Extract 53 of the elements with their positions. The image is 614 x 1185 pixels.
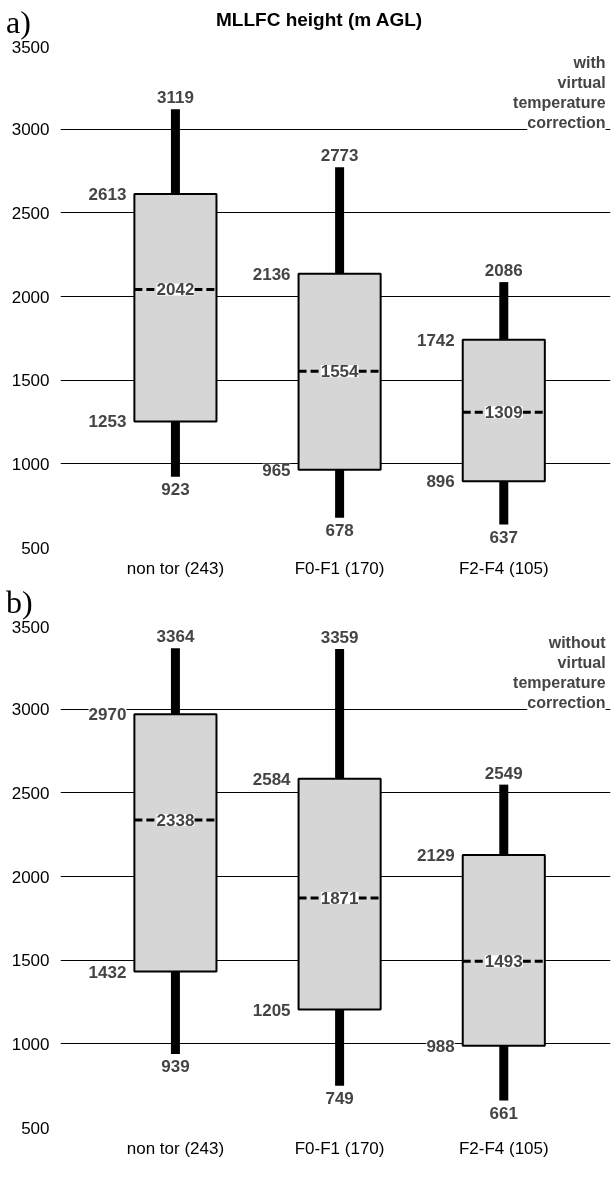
annotation: 988: [426, 1036, 455, 1056]
annotation: 1493: [484, 952, 523, 972]
x-tick-label: non tor (243): [126, 558, 225, 578]
annotation: 1309: [484, 403, 523, 423]
annotation: with virtual temperature correction: [513, 53, 606, 131]
annotation: 637: [489, 527, 518, 547]
x-tick-label: F2-F4 (105): [458, 1138, 549, 1158]
annotation: 923: [161, 479, 190, 499]
annotation: 939: [161, 1057, 190, 1077]
annotation: 1742: [416, 330, 455, 350]
y-tick-label: 2500: [11, 783, 50, 803]
x-tick-label: F0-F1 (170): [294, 1138, 385, 1158]
y-tick-label: 1000: [11, 1034, 50, 1054]
annotation: 1432: [88, 962, 127, 982]
y-tick-label: 2000: [11, 287, 50, 307]
annotation: 2773: [320, 146, 359, 166]
annotation: 1871: [320, 889, 359, 909]
annotation: without virtual temperature correction: [513, 633, 607, 711]
annotation: 1205: [252, 1000, 291, 1020]
annotation: 1554: [320, 362, 360, 382]
annotation: 2549: [484, 763, 523, 783]
annotation: 2136: [252, 264, 291, 284]
y-tick-label: 3000: [11, 120, 50, 140]
x-tick-label: non tor (243): [126, 1138, 225, 1158]
annotation: 749: [325, 1088, 354, 1108]
text: a): [6, 4, 31, 40]
annotation: 896: [426, 472, 455, 492]
y-tick-label: 1000: [11, 454, 50, 474]
annotation: 2129: [416, 845, 455, 865]
y-tick-label: 2500: [11, 203, 50, 223]
y-tick-label: 1500: [11, 371, 50, 391]
x-tick-label: F2-F4 (105): [458, 558, 549, 578]
y-tick-label: 500: [21, 538, 50, 558]
annotation: 2086: [484, 261, 523, 281]
annotation: 3119: [156, 88, 194, 108]
annotation: 1253: [88, 412, 127, 432]
annotation: 3364: [156, 627, 195, 647]
y-tick-label: 500: [21, 1118, 50, 1138]
annotation: 3359: [320, 628, 359, 648]
y-tick-label: 2000: [11, 867, 50, 887]
annotation: 678: [325, 520, 354, 540]
annotation: 2613: [88, 184, 127, 204]
y-tick-label: 3000: [11, 700, 50, 720]
annotation: 2970: [88, 705, 127, 725]
chart-title: MLLFC height (m AGL): [216, 8, 423, 32]
x-tick-label: F0-F1 (170): [294, 558, 385, 578]
annotation: 2042: [156, 280, 195, 300]
annotation: 2338: [156, 810, 195, 830]
annotation: 661: [489, 1103, 518, 1123]
annotation: 2584: [252, 769, 292, 789]
text: b): [6, 584, 33, 620]
y-tick-label: 1500: [11, 951, 50, 971]
annotation: 965: [262, 460, 291, 480]
